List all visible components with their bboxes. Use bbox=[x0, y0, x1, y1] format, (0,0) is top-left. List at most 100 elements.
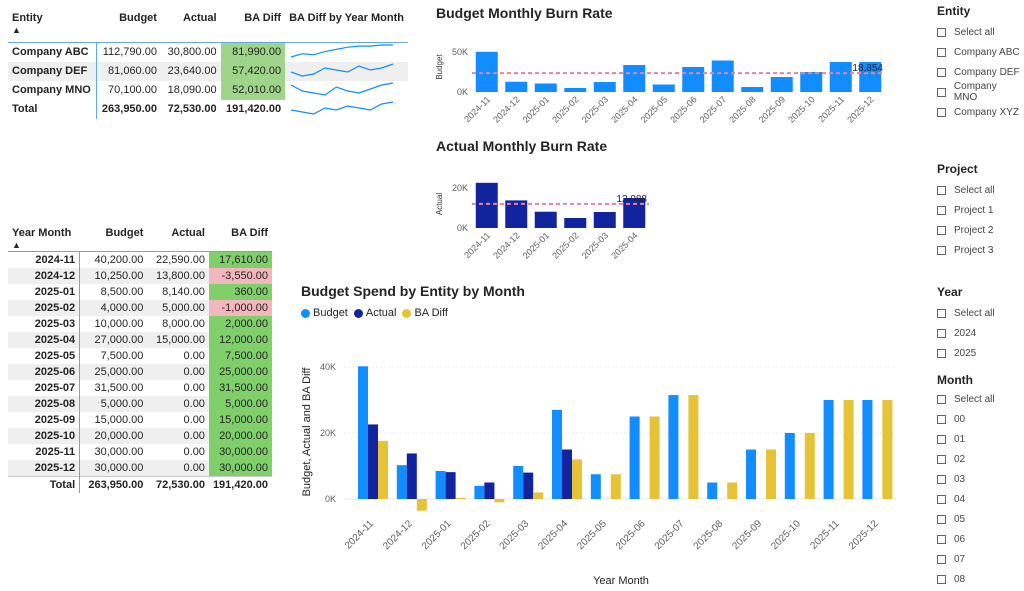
slicer-month-option[interactable]: 04 bbox=[937, 489, 1022, 509]
col-yearmonth-header[interactable]: Year Month ▲ bbox=[12, 227, 72, 250]
month-row[interactable]: 2025-01 8,500.00 8,140.00 360.00 bbox=[8, 284, 272, 300]
checkbox[interactable] bbox=[937, 514, 946, 524]
bar-ba-diff[interactable] bbox=[882, 400, 893, 499]
col-budget-header[interactable]: Budget bbox=[119, 12, 157, 24]
bar-budget[interactable] bbox=[707, 482, 718, 500]
bar-ba-diff[interactable] bbox=[494, 499, 505, 503]
bar-ba-diff[interactable] bbox=[843, 400, 854, 499]
checkbox[interactable] bbox=[937, 185, 946, 195]
bar-budget[interactable] bbox=[552, 409, 562, 499]
bar[interactable] bbox=[652, 84, 675, 93]
bar[interactable] bbox=[475, 182, 498, 228]
bar-ba-diff[interactable] bbox=[727, 482, 738, 500]
bar-ba-diff[interactable] bbox=[688, 395, 699, 499]
checkbox[interactable] bbox=[937, 348, 946, 358]
bar-budget[interactable] bbox=[513, 466, 524, 499]
bar-ba-diff[interactable] bbox=[572, 459, 582, 499]
bar-ba-diff[interactable] bbox=[766, 449, 776, 500]
bar[interactable] bbox=[682, 67, 705, 92]
bar[interactable] bbox=[534, 211, 557, 228]
bar[interactable] bbox=[475, 51, 498, 92]
bar-actual[interactable] bbox=[562, 449, 572, 500]
month-row[interactable]: 2025-12 30,000.00 0.00 30,000.00 bbox=[8, 460, 272, 477]
month-row[interactable]: 2025-08 5,000.00 0.00 5,000.00 bbox=[8, 396, 272, 412]
bar[interactable] bbox=[593, 82, 616, 92]
bar-budget[interactable] bbox=[823, 400, 834, 499]
bar-budget[interactable] bbox=[396, 465, 407, 499]
bar[interactable] bbox=[564, 88, 587, 92]
month-row[interactable]: 2025-09 15,000.00 0.00 15,000.00 bbox=[8, 412, 272, 428]
checkbox[interactable] bbox=[937, 225, 946, 235]
entity-row[interactable]: Company MNO 70,100.00 18,090.00 52,010.00 bbox=[8, 80, 408, 100]
bar-budget[interactable] bbox=[668, 395, 679, 499]
bar[interactable] bbox=[711, 60, 734, 93]
month-row[interactable]: 2025-10 20,000.00 0.00 20,000.00 bbox=[8, 428, 272, 444]
checkbox[interactable] bbox=[937, 574, 946, 584]
checkbox[interactable] bbox=[937, 554, 946, 564]
slicer-entity-option[interactable]: Company ABC bbox=[937, 42, 1022, 62]
col-actual-header[interactable]: Actual bbox=[171, 227, 205, 239]
checkbox[interactable] bbox=[937, 67, 946, 77]
bar-ba-diff[interactable] bbox=[610, 474, 621, 499]
bar[interactable] bbox=[534, 83, 557, 93]
slicer-month-option[interactable]: 00 bbox=[937, 409, 1022, 429]
bar[interactable] bbox=[800, 72, 823, 92]
bar-budget[interactable] bbox=[784, 433, 795, 499]
slicer-entity-option[interactable]: Company XYZ bbox=[937, 102, 1022, 122]
bar[interactable] bbox=[623, 65, 646, 92]
slicer-month-option[interactable]: 08 bbox=[937, 569, 1022, 589]
slicer-year-option[interactable]: 2024 bbox=[937, 323, 1022, 343]
checkbox[interactable] bbox=[937, 414, 946, 424]
bar-ba-diff[interactable] bbox=[649, 416, 660, 500]
bar-actual[interactable] bbox=[445, 472, 456, 499]
bar-budget[interactable] bbox=[590, 474, 601, 499]
col-sparkline-header[interactable]: BA Diff by Year Month bbox=[289, 12, 404, 24]
bar-ba-diff[interactable] bbox=[804, 433, 815, 499]
checkbox[interactable] bbox=[937, 47, 946, 57]
bar[interactable] bbox=[505, 81, 528, 92]
entity-row[interactable]: Company DEF 81,060.00 23,640.00 57,420.00 bbox=[8, 61, 408, 81]
slicer-month-option[interactable]: 03 bbox=[937, 469, 1022, 489]
checkbox[interactable] bbox=[937, 245, 946, 255]
slicer-project-option[interactable]: Project 1 bbox=[937, 200, 1022, 220]
month-row[interactable]: 2024-12 10,250.00 13,800.00 -3,550.00 bbox=[8, 268, 272, 284]
checkbox[interactable] bbox=[937, 27, 946, 37]
slicer-month-option[interactable]: 02 bbox=[937, 449, 1022, 469]
slicer-month-option[interactable]: 07 bbox=[937, 549, 1022, 569]
slicer-entity-option[interactable]: Company DEF bbox=[937, 62, 1022, 82]
bar[interactable] bbox=[741, 87, 764, 92]
slicer-month-option[interactable]: 01 bbox=[937, 429, 1022, 449]
slicer-project-option[interactable]: Select all bbox=[937, 180, 1022, 200]
month-row[interactable]: 2025-02 4,000.00 5,000.00 -1,000.00 bbox=[8, 300, 272, 316]
month-row[interactable]: 2024-11 40,200.00 22,590.00 17,610.00 bbox=[8, 251, 272, 268]
bar[interactable] bbox=[770, 77, 793, 92]
checkbox[interactable] bbox=[937, 107, 946, 117]
slicer-project-option[interactable]: Project 2 bbox=[937, 220, 1022, 240]
bar-budget[interactable] bbox=[862, 400, 873, 499]
month-row[interactable]: 2025-06 25,000.00 0.00 25,000.00 bbox=[8, 364, 272, 380]
col-badiff-header[interactable]: BA Diff bbox=[231, 227, 268, 239]
bar-actual[interactable] bbox=[484, 482, 495, 500]
entity-row[interactable]: Company ABC 112,790.00 30,800.00 81,990.00 bbox=[8, 41, 408, 62]
bar-budget[interactable] bbox=[474, 485, 485, 499]
bar[interactable] bbox=[505, 200, 528, 228]
checkbox[interactable] bbox=[937, 494, 946, 504]
bar-budget[interactable] bbox=[629, 416, 640, 500]
slicer-month-option[interactable]: 06 bbox=[937, 529, 1022, 549]
slicer-year-option[interactable]: 2025 bbox=[937, 343, 1022, 363]
legend-item-actual[interactable]: Actual bbox=[353, 307, 396, 319]
slicer-project-option[interactable]: Project 3 bbox=[937, 240, 1022, 260]
bar[interactable] bbox=[593, 212, 616, 228]
bar-budget[interactable] bbox=[746, 449, 756, 500]
bar-ba-diff[interactable] bbox=[533, 492, 544, 499]
col-badiff-header[interactable]: BA Diff bbox=[244, 12, 282, 24]
bar-budget[interactable] bbox=[435, 470, 446, 499]
col-actual-header[interactable]: Actual bbox=[182, 12, 217, 24]
month-row[interactable]: 2025-04 27,000.00 15,000.00 12,000.00 bbox=[8, 332, 272, 348]
slicer-month-option[interactable]: Select all bbox=[937, 389, 1022, 409]
bar[interactable] bbox=[564, 218, 587, 228]
month-row[interactable]: 2025-05 7,500.00 0.00 7,500.00 bbox=[8, 348, 272, 364]
checkbox[interactable] bbox=[937, 394, 946, 404]
checkbox[interactable] bbox=[937, 308, 946, 318]
checkbox[interactable] bbox=[937, 87, 946, 97]
